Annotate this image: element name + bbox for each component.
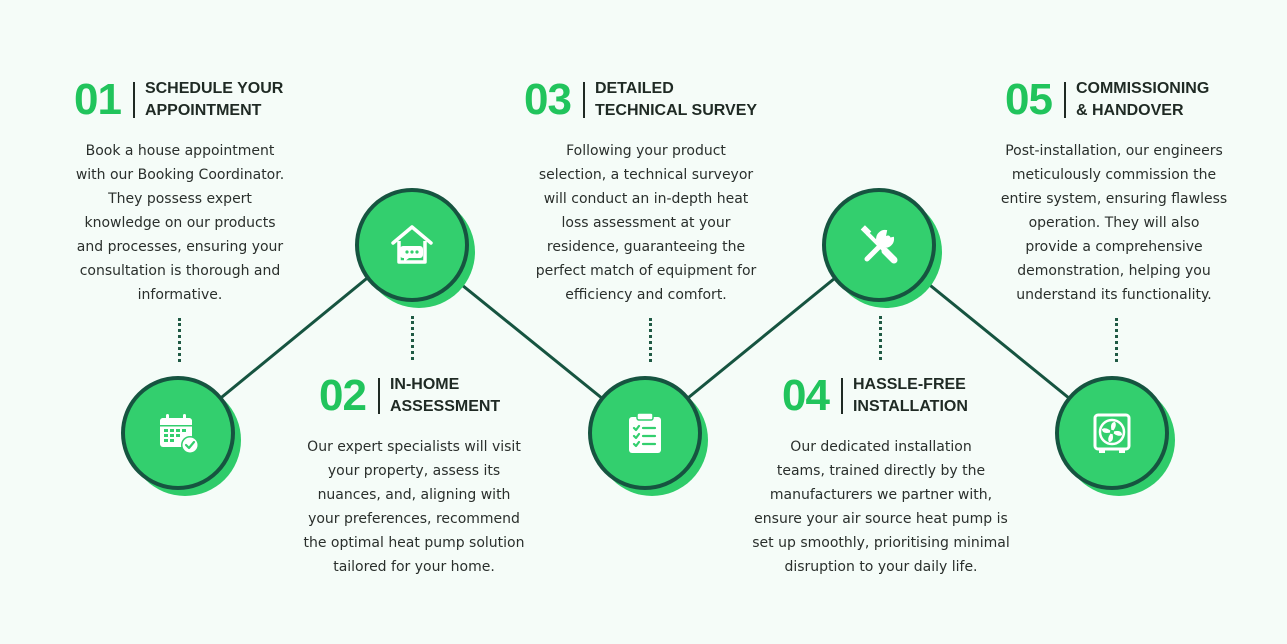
dotted-leader-step-1 [178, 318, 181, 362]
step-4-number: 04 [782, 371, 830, 420]
calendar-check-icon [160, 414, 199, 454]
step-2-header: 02 IN-HOME ASSESSMENT [319, 374, 500, 418]
step-4-header: 04 HASSLE-FREE INSTALLATION [782, 374, 968, 418]
circle-badge [588, 376, 702, 490]
step-divider [377, 378, 380, 414]
heat-pump-fan-icon [1093, 413, 1131, 453]
step-5-description: Post-installation, our engineers meticul… [1000, 143, 1228, 303]
step-1-title: SCHEDULE YOUR APPOINTMENT [144, 80, 284, 119]
dotted-leader-step-2 [411, 316, 414, 360]
step-4-circle [822, 188, 946, 312]
step-3-header: 03 DETAILED TECHNICAL SURVEY [524, 78, 757, 122]
house-chat-icon [391, 225, 433, 264]
step-5-number: 05 [1005, 75, 1053, 124]
circle-badge [121, 376, 235, 490]
step-divider [582, 82, 585, 118]
step-3-circle [588, 376, 712, 500]
step-3-description: Following your product selection, a tech… [535, 143, 757, 303]
circle-badge [355, 188, 469, 302]
dotted-leader-step-4 [879, 316, 882, 360]
dotted-leader-step-5 [1115, 318, 1118, 362]
step-divider [840, 378, 843, 414]
step-divider [1063, 82, 1066, 118]
step-3-number: 03 [524, 75, 572, 124]
step-4-description: Our dedicated installation teams, traine… [752, 439, 1010, 575]
circle-badge [822, 188, 936, 302]
step-4-title: HASSLE-FREE INSTALLATION [852, 376, 968, 415]
step-5-circle [1055, 376, 1179, 500]
circle-badge [1055, 376, 1169, 490]
clipboard-checklist-icon [629, 412, 661, 453]
step-3-title: DETAILED TECHNICAL SURVEY [594, 80, 758, 119]
step-2-title: IN-HOME ASSESSMENT [389, 376, 501, 415]
step-2-description: Our expert specialists will visit your p… [303, 439, 525, 575]
step-2-number: 02 [319, 371, 367, 420]
step-5-title: COMMISSIONING & HANDOVER [1075, 80, 1210, 119]
step-1-circle [121, 376, 245, 500]
step-divider [132, 82, 135, 118]
step-1-description: Book a house appointment with our Bookin… [75, 143, 285, 303]
step-2-circle [355, 188, 479, 312]
dotted-leader-step-3 [649, 318, 652, 362]
wrench-screwdriver-icon [860, 225, 898, 264]
step-5-header: 05 COMMISSIONING & HANDOVER [1005, 78, 1209, 122]
step-1-header: 01 SCHEDULE YOUR APPOINTMENT [74, 78, 283, 122]
step-1-number: 01 [74, 75, 122, 124]
